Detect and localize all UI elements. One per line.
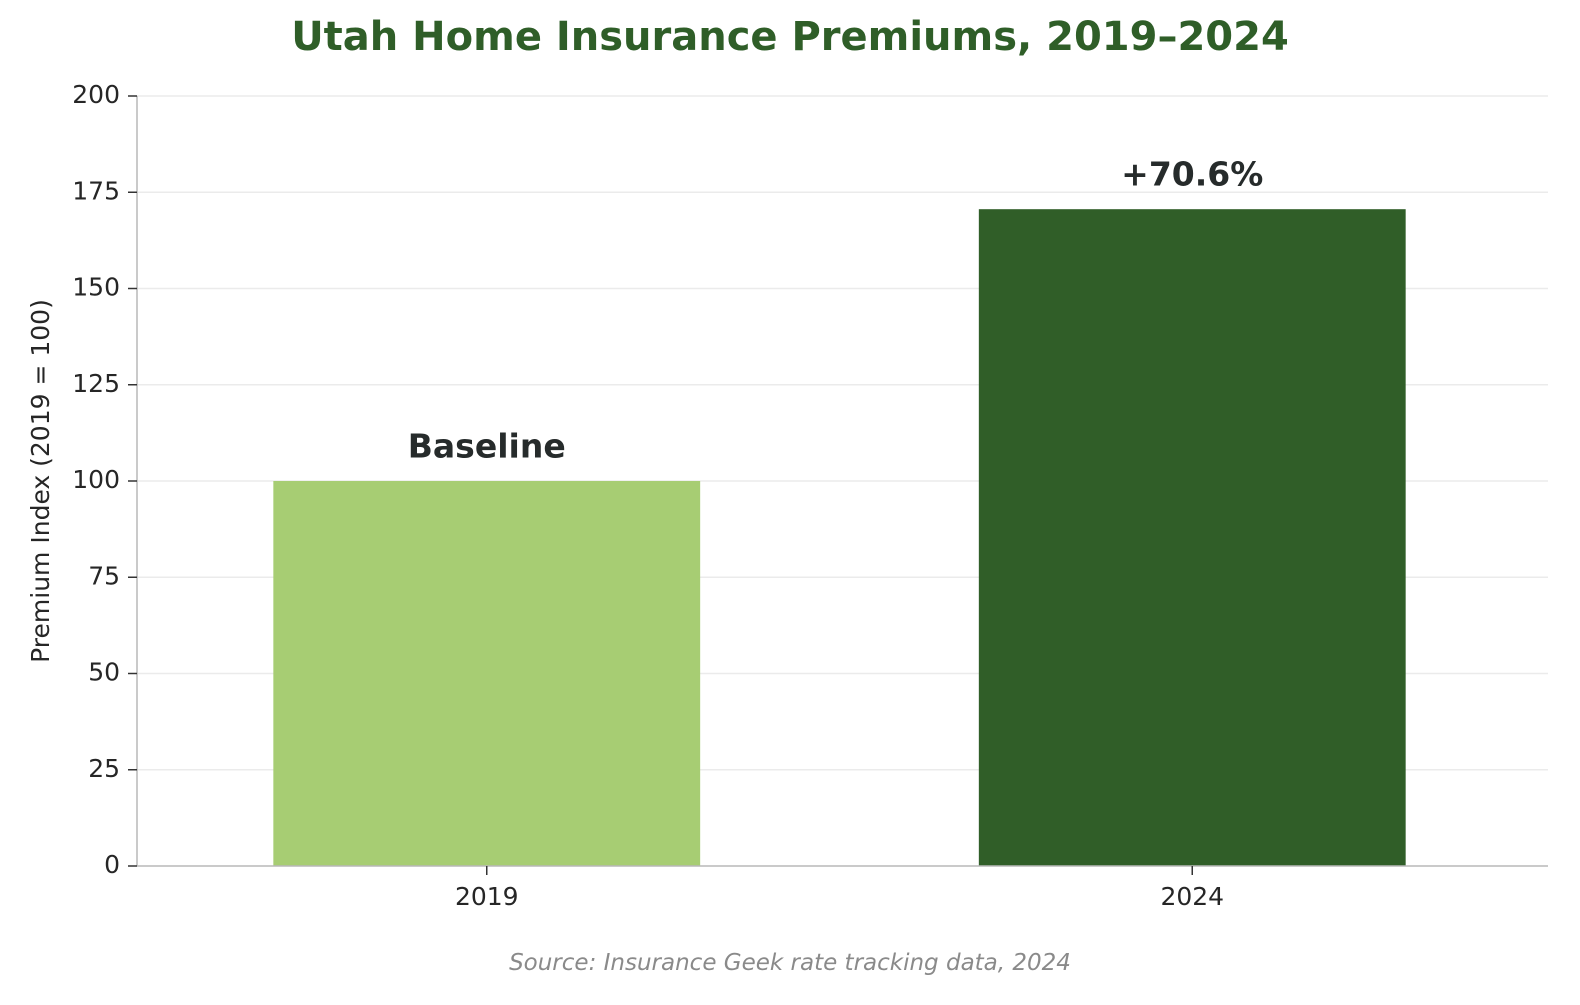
y-tick-label: 75 [88,561,120,590]
y-tick-label: 50 [88,658,120,687]
y-tick-label: 0 [104,850,120,879]
y-ticks: 0 25 50 75 100 125 150 175 200 [72,80,137,879]
chart-title: Utah Home Insurance Premiums, 2019–2024 [291,14,1289,60]
bar-2024 [978,209,1406,866]
x-tick-label: 2024 [1160,882,1224,911]
bars [273,209,1406,866]
y-tick-label: 100 [72,465,120,494]
bar-annotations: Baseline +70.6% [408,155,1264,466]
bar-annotation: +70.6% [1121,155,1263,194]
y-tick-label: 25 [88,754,120,783]
bar-2019 [273,481,701,866]
y-tick-label: 150 [72,273,120,302]
y-tick-label: 125 [72,369,120,398]
y-tick-label: 175 [72,176,120,205]
bar-annotation: Baseline [408,427,566,466]
x-tick-label: 2019 [455,882,519,911]
x-ticks: 2019 2024 [455,866,1224,911]
y-axis-label: Premium Index (2019 = 100) [26,299,55,663]
y-tick-label: 200 [72,80,120,109]
source-note: Source: Insurance Geek rate tracking dat… [509,950,1071,976]
